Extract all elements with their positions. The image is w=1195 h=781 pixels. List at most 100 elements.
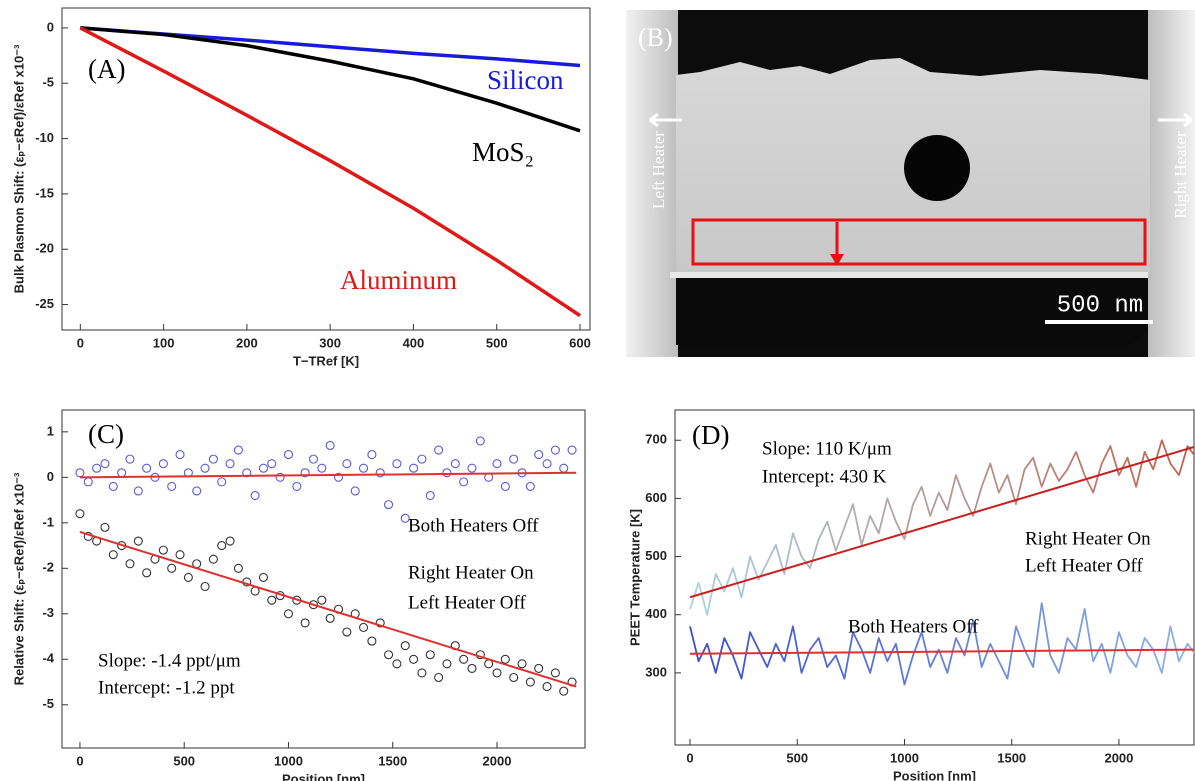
data-point [167, 563, 177, 573]
data-point [367, 450, 377, 460]
data-line [79, 471, 577, 479]
data-point [167, 481, 177, 491]
x-tick-label: 1000 [274, 753, 303, 768]
annotation: Left Heater Off [408, 592, 526, 613]
data-point [559, 463, 569, 473]
x-tick-label: 0 [686, 750, 693, 765]
annotation: Slope: -1.4 ppt/μm [98, 650, 241, 671]
annotation: (A) [88, 54, 125, 84]
x-axis-label: T−TRef [K] [293, 353, 359, 368]
series-group [689, 439, 1194, 686]
data-point [300, 468, 310, 478]
data-point [500, 654, 510, 664]
data-point [442, 468, 452, 478]
data-point [258, 463, 268, 473]
y-tick-label: -3 [42, 605, 54, 620]
x-tick-label: 400 [403, 335, 425, 350]
panel-label: (B) [638, 23, 673, 52]
y-tick-label: -4 [42, 651, 54, 666]
y-axis-label: PEET Temperature [K] [627, 509, 642, 646]
x-tick-label: 0 [76, 753, 83, 768]
data-point [534, 450, 544, 460]
data-point [208, 454, 218, 464]
data-point [100, 459, 110, 469]
data-point [158, 459, 168, 469]
data-point [267, 595, 277, 605]
data-point [392, 459, 402, 469]
data-point [525, 677, 535, 687]
x-tick-label: 300 [319, 335, 341, 350]
data-point [409, 463, 419, 473]
y-tick-label: -5 [42, 75, 54, 90]
annotation: Right Heater On [408, 562, 534, 583]
data-point [492, 668, 502, 678]
data-point [233, 445, 243, 455]
data-point [525, 481, 535, 491]
data-point [250, 490, 260, 501]
data-line [689, 445, 1194, 599]
data-point [142, 463, 152, 473]
data-point [158, 545, 168, 555]
y-tick-label: -20 [35, 241, 54, 256]
data-point [108, 550, 118, 560]
data-point [358, 463, 369, 473]
data-point [417, 454, 427, 464]
annotation: Both Heaters Off [408, 515, 539, 536]
data-point [367, 636, 377, 646]
data-point [92, 463, 102, 473]
data-point [534, 663, 544, 673]
series-group [79, 26, 581, 318]
data-point [133, 486, 143, 496]
data-point [467, 463, 477, 473]
data-point [509, 672, 519, 683]
data-point [100, 522, 110, 532]
data-point [517, 659, 527, 669]
x-axis-label: Position [nm] [282, 771, 365, 781]
data-point [125, 454, 135, 464]
data-point [459, 477, 469, 487]
data-line [79, 530, 577, 688]
data-line [690, 648, 1194, 655]
series-label: MoS₂ [472, 137, 534, 167]
y-tick-label: 600 [645, 490, 667, 505]
data-point [292, 481, 302, 491]
data-line [689, 439, 1194, 616]
x-tick-label: 2000 [1104, 750, 1133, 765]
data-point [83, 477, 93, 487]
left-heater-label: Left Heater [649, 131, 668, 209]
y-tick-label: -15 [35, 185, 54, 200]
data-point [225, 536, 235, 546]
data-point [500, 481, 510, 491]
data-point [283, 609, 294, 619]
x-tick-label: 1500 [997, 750, 1026, 765]
annotation: Left Heater Off [1025, 555, 1143, 576]
y-tick-label: -1 [42, 514, 54, 529]
x-tick-label: 500 [786, 750, 808, 765]
data-point [434, 445, 444, 455]
data-line [689, 602, 1194, 686]
plot-frame [61, 7, 591, 331]
x-tick-label: 500 [173, 753, 195, 768]
data-point [125, 559, 135, 569]
x-tick-label: 600 [569, 335, 591, 350]
data-point [217, 541, 227, 551]
data-point [459, 654, 469, 664]
y-tick-label: -2 [42, 560, 54, 575]
data-point [417, 668, 427, 678]
y-tick-label: -25 [35, 296, 54, 311]
data-point [392, 659, 402, 669]
y-tick-label: -10 [35, 130, 54, 145]
y-tick-label: -5 [42, 696, 54, 711]
data-point [475, 436, 485, 446]
data-point [183, 572, 193, 582]
y-tick-label: 1 [47, 423, 54, 438]
data-point [308, 600, 319, 610]
data-point [233, 563, 243, 573]
x-tick-label: 0 [77, 335, 84, 350]
data-line [79, 26, 581, 318]
y-axis-label: Bulk Plasmon Shift: (εₚ−εRef)/εRef x10⁻³ [11, 44, 26, 293]
data-point [542, 682, 552, 692]
chart-panel: 0 500 1000 1500 2000 1 0 -1 -2 -3 -4 -5 Position [nm… [11, 409, 586, 781]
